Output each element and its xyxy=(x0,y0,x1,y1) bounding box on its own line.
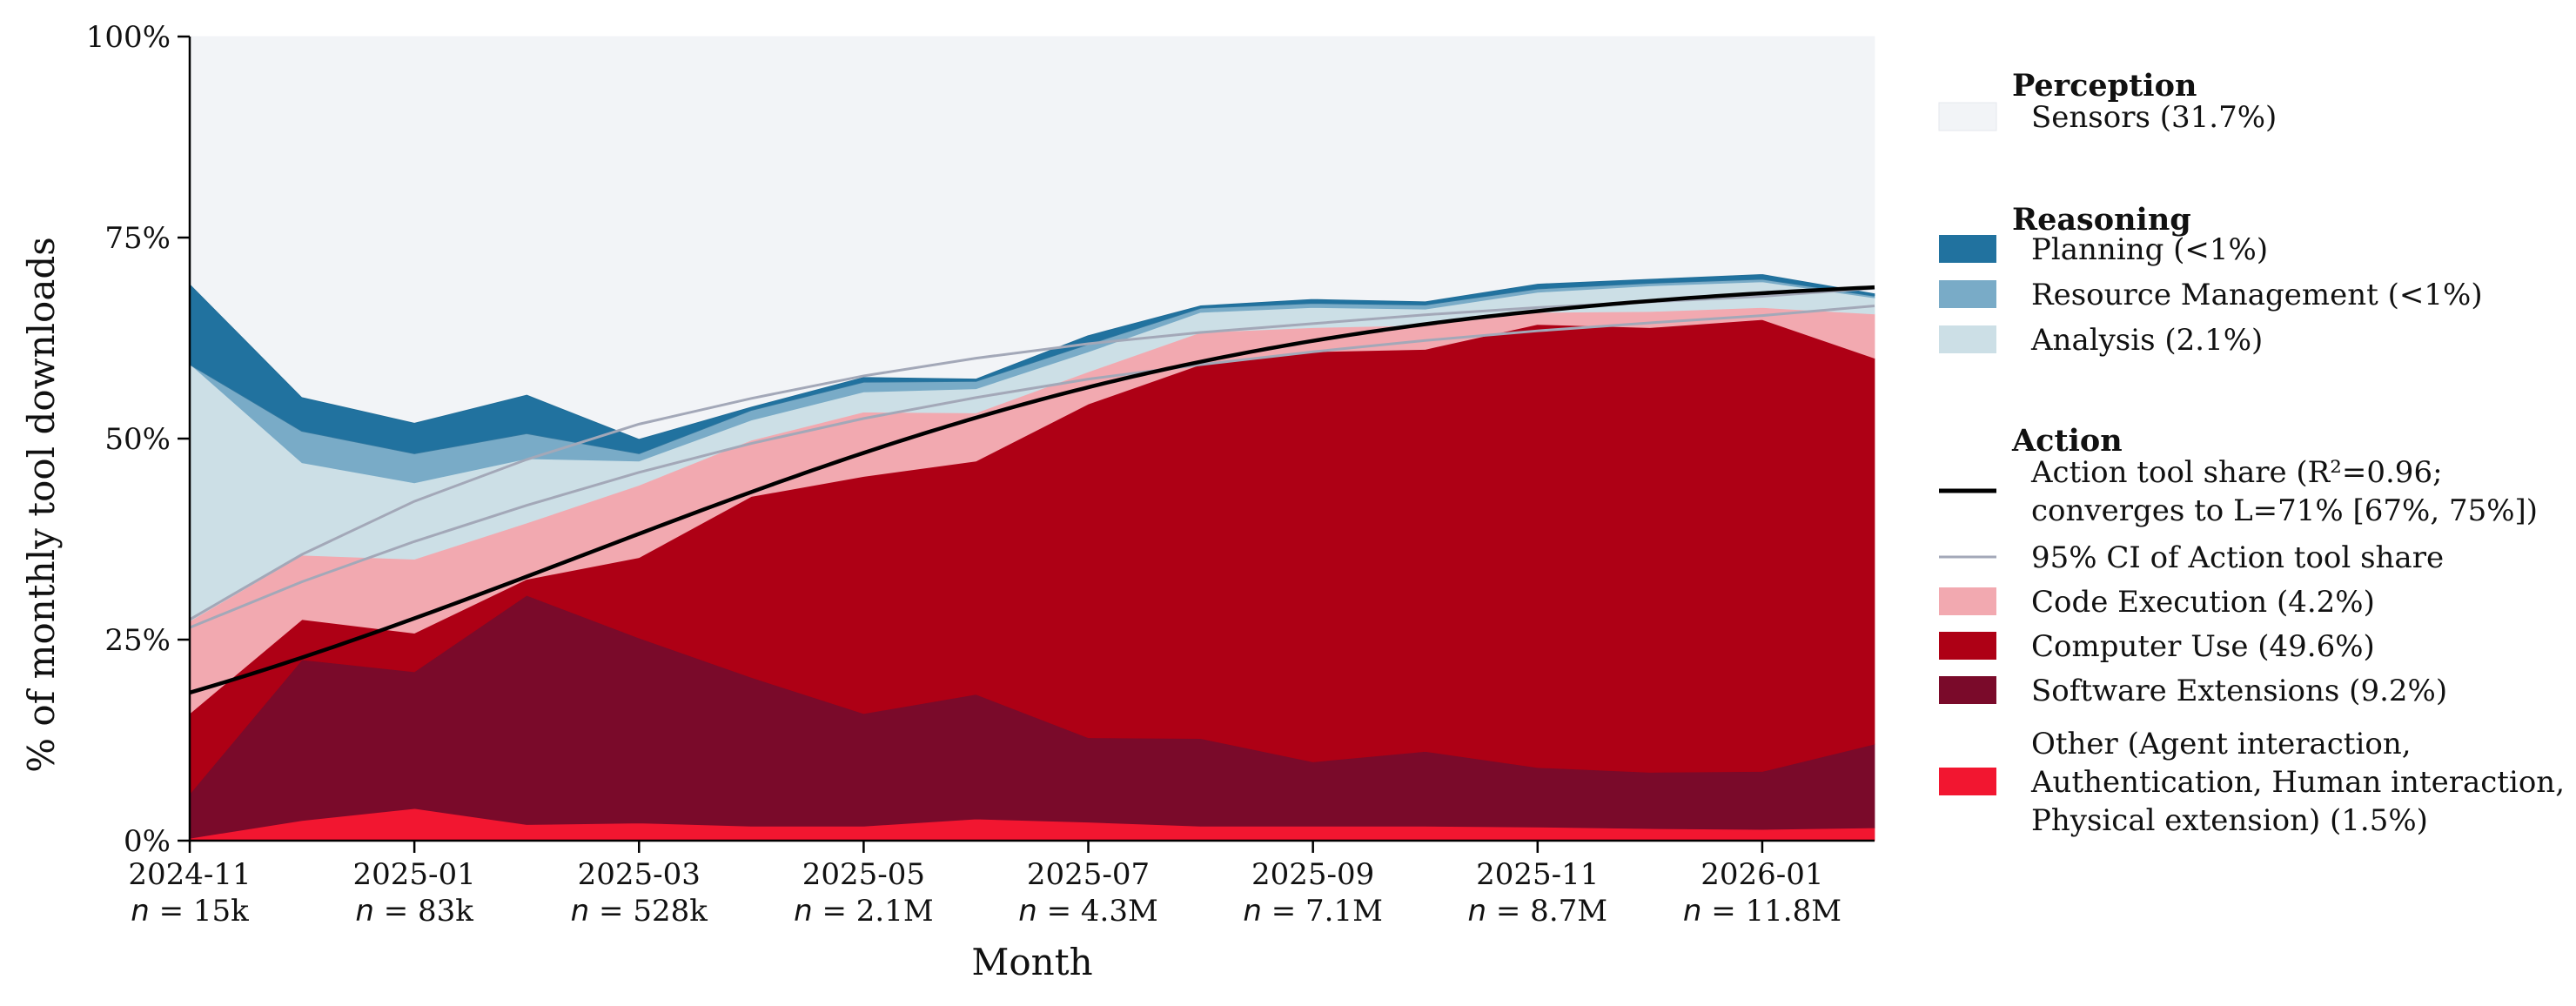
legend-label: 95% CI of Action tool share xyxy=(2031,540,2444,575)
legend-label: Other (Agent interaction, Authentication,… xyxy=(2030,727,2565,838)
legend-label: Code Execution (4.2%) xyxy=(2031,585,2375,620)
legend-swatch xyxy=(1939,587,1996,615)
legend-swatch xyxy=(1939,325,1996,353)
legend-label: Computer Use (49.6%) xyxy=(2031,629,2375,664)
legend-swatch xyxy=(1939,676,1996,704)
legend-label: Sensors (31.7%) xyxy=(2031,100,2277,135)
x-tick-label: 2025-11 xyxy=(1476,857,1599,892)
x-tick-sample-size: n = 2.1M xyxy=(794,894,934,929)
x-tick-sample-size: n = 15k xyxy=(131,894,249,929)
legend-label: Action tool share (R²=0.96; converges to … xyxy=(2030,455,2538,528)
x-tick-sample-size: n = 8.7M xyxy=(1468,894,1608,929)
legend-group-title: Perception xyxy=(2012,68,2197,104)
fit-line-group xyxy=(189,285,1875,695)
x-tick-label: 2025-01 xyxy=(352,857,475,892)
x-tick-sample-size: n = 11.8M xyxy=(1683,894,1841,929)
y-tick-label: 50% xyxy=(104,422,171,457)
legend-swatch xyxy=(1939,280,1996,308)
y-axis-label: % of monthly tool downloads xyxy=(20,237,63,773)
ci-lower-line xyxy=(189,305,1875,629)
x-tick-label: 2025-07 xyxy=(1027,857,1150,892)
legend-label: Resource Management (<1%) xyxy=(2031,278,2483,312)
legend-swatch xyxy=(1939,768,1996,795)
area-sensors xyxy=(189,36,1875,439)
x-tick-label: 2025-05 xyxy=(802,857,925,892)
legend-swatch xyxy=(1938,102,1997,131)
legend-group-title: Action xyxy=(2011,423,2123,459)
legend-label: Planning (<1%) xyxy=(2031,232,2268,267)
x-tick-sample-size: n = 83k xyxy=(355,894,473,929)
x-tick-label: 2025-09 xyxy=(1251,857,1374,892)
legend-swatch xyxy=(1939,235,1996,263)
x-axis-label: Month xyxy=(971,941,1092,983)
x-tick-label: 2024-11 xyxy=(128,857,251,892)
x-tick-sample-size: n = 4.3M xyxy=(1018,894,1158,929)
x-tick-sample-size: n = 528k xyxy=(571,894,708,929)
legend-swatch xyxy=(1939,632,1996,660)
action-share-fit-line xyxy=(189,285,1875,695)
x-tick-sample-size: n = 7.1M xyxy=(1243,894,1383,929)
legend-group-title: Reasoning xyxy=(2012,202,2191,238)
y-tick-label: 75% xyxy=(104,221,171,256)
legend-label: Analysis (2.1%) xyxy=(2030,323,2263,358)
legend-label: Software Extensions (9.2%) xyxy=(2031,674,2447,708)
y-tick-label: 0% xyxy=(124,824,171,859)
y-tick-label: 100% xyxy=(86,20,171,55)
x-tick-label: 2026-01 xyxy=(1701,857,1823,892)
x-tick-label: 2025-03 xyxy=(578,857,701,892)
y-tick-label: 25% xyxy=(104,623,171,658)
plot-areas xyxy=(189,36,1875,842)
